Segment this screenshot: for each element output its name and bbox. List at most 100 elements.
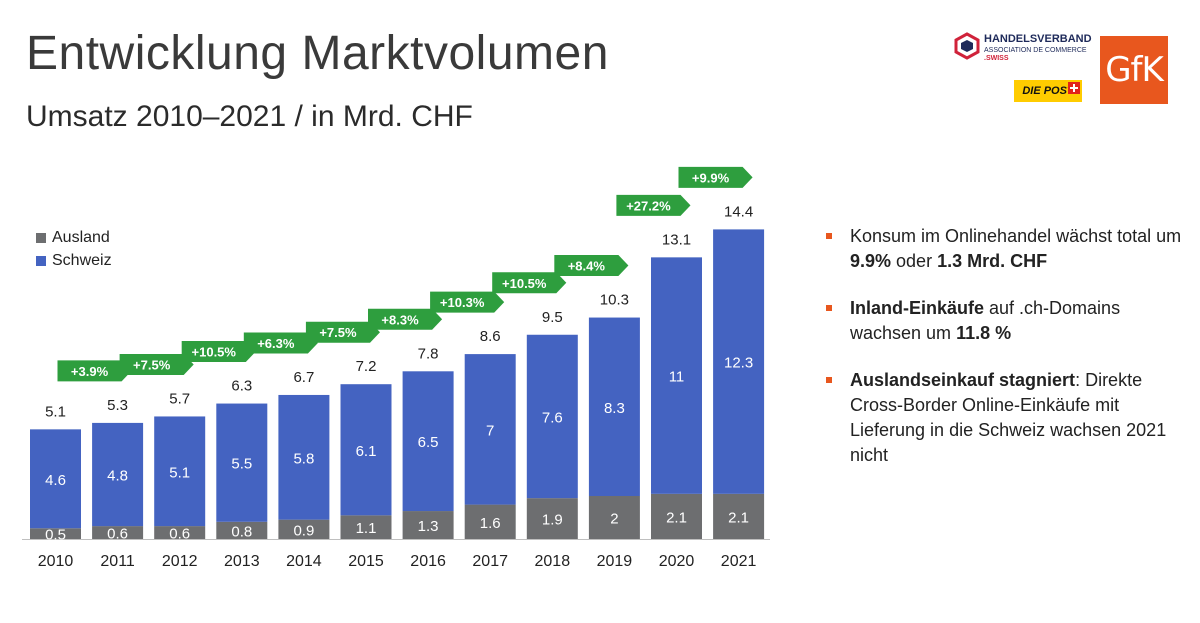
data-label-ausland: 1.1 (356, 520, 377, 537)
die-post-text: DIE POST (1022, 85, 1074, 97)
bar-ausland (402, 511, 454, 539)
bar-ausland (651, 493, 702, 539)
bar-schweiz (402, 371, 454, 512)
data-label-total: 9.5 (542, 309, 563, 326)
growth-label: +9.9% (692, 170, 730, 185)
data-label-schweiz: 7.6 (542, 409, 563, 426)
x-tick-label: 2014 (286, 553, 322, 570)
bar-schweiz (713, 229, 765, 494)
data-label-total: 14.4 (724, 203, 753, 220)
growth-label: +10.5% (192, 345, 237, 360)
bar-schweiz (651, 257, 702, 494)
bar-schweiz (526, 334, 578, 499)
data-label-ausland: 2 (610, 511, 618, 528)
growth-badge (492, 272, 567, 294)
growth-label: +27.2% (626, 198, 671, 213)
growth-label: +8.3% (381, 312, 419, 327)
data-label-schweiz: 8.3 (604, 400, 625, 417)
data-label-total: 7.2 (356, 358, 377, 375)
bullet-item: Auslandseinkauf stagniert: Direkte Cross… (822, 368, 1182, 468)
bar-ausland (588, 496, 640, 539)
bar-schweiz (464, 354, 516, 505)
x-tick-label: 2010 (38, 553, 74, 570)
growth-badge (678, 166, 753, 188)
data-label-schweiz: 5.8 (293, 450, 314, 467)
x-tick-label: 2017 (472, 553, 508, 570)
gfk-logo: GfK (1100, 36, 1168, 104)
data-label-schweiz: 5.5 (231, 456, 252, 473)
growth-badge (616, 194, 691, 216)
x-tick-label: 2019 (597, 553, 633, 570)
bullet-bold: Inland-Einkäufe (850, 298, 985, 318)
page-subtitle: Umsatz 2010–2021 / in Mrd. CHF (26, 100, 473, 133)
data-label-schweiz: 6.1 (356, 443, 377, 460)
bullet-text: oder (891, 251, 938, 271)
bullet-bold: 1.3 Mrd. CHF (937, 251, 1048, 271)
legend-label-schweiz: Schweiz (52, 251, 112, 269)
data-label-ausland: 2.1 (728, 509, 749, 526)
gfk-text: GfK (1105, 50, 1164, 90)
bullet-marker-icon (826, 233, 832, 239)
growth-badge (243, 332, 318, 354)
growth-label: +7.5% (319, 325, 357, 340)
die-post-logo: DIE POST (1014, 80, 1082, 102)
bullet-text: auf .ch-Domains wachsen um (850, 298, 1121, 343)
x-tick-label: 2011 (100, 553, 135, 570)
bullet-bold: Auslandseinkauf stagniert (850, 370, 1076, 390)
growth-label: +10.3% (440, 295, 485, 310)
bullet-marker-icon (826, 305, 832, 311)
bullet-item: Inland-Einkäufe auf .ch-Domains wachsen … (822, 296, 1182, 346)
data-label-ausland: 1.3 (418, 518, 439, 535)
bar-schweiz (588, 317, 640, 496)
x-tick-label: 2013 (224, 553, 260, 570)
bar-ausland (526, 498, 578, 539)
data-label-ausland: 0.6 (169, 526, 190, 543)
data-label-ausland: 0.8 (231, 523, 252, 540)
hexagon-icon (954, 32, 980, 60)
bullet-bold: 11.8 % (956, 323, 1012, 343)
data-label-schweiz: 12.3 (724, 355, 753, 372)
bar-schweiz (340, 384, 392, 516)
bar-ausland (30, 528, 81, 539)
growth-label: +8.4% (568, 259, 606, 274)
data-label-ausland: 0.6 (107, 526, 128, 543)
data-label-ausland: 1.6 (480, 515, 501, 532)
data-label-ausland: 2.1 (666, 509, 687, 526)
bar-schweiz (154, 416, 206, 527)
swiss-cross-icon (1068, 82, 1080, 94)
legend-swatch-ausland (36, 232, 46, 243)
data-label-ausland: 0.5 (45, 527, 66, 544)
data-label-schweiz: 11 (669, 369, 685, 386)
bullet-bold: 9.9% (850, 251, 892, 271)
data-label-total: 7.8 (418, 345, 439, 362)
stacked-bar-chart: 0.5 4.6 5.1 2010 0.6 4.8 5.3 2011 0.6 5.1 5.7 2012 0… (22, 166, 770, 570)
growth-label: +3.9% (71, 364, 109, 379)
handelsverband-swiss: .SWISS (984, 55, 1009, 62)
data-label-total: 6.7 (293, 369, 314, 386)
bar-schweiz (30, 429, 81, 529)
chart-legend: Ausland Schweiz (36, 226, 112, 272)
data-label-ausland: 0.9 (293, 522, 314, 539)
data-label-schweiz: 6.5 (418, 434, 439, 451)
bullet-text: Konsum im Onlinehandel wächst total um (850, 226, 1182, 246)
growth-badge (305, 321, 380, 343)
x-tick-label: 2015 (348, 553, 384, 570)
bar-schweiz (216, 403, 268, 522)
bar-ausland (713, 493, 765, 539)
x-tick-label: 2012 (162, 553, 198, 570)
growth-badge (554, 255, 629, 277)
bar-ausland (340, 515, 392, 539)
data-label-total: 5.3 (107, 397, 128, 414)
bar-ausland (464, 504, 516, 539)
legend-label-ausland: Ausland (52, 228, 110, 246)
data-label-schweiz: 7 (486, 422, 494, 439)
growth-label: +10.5% (502, 276, 547, 291)
bullet-text: : Direkte Cross-Border Online-Einkäufe m… (850, 370, 1167, 465)
data-label-schweiz: 4.6 (45, 472, 66, 489)
bar-ausland (278, 519, 330, 539)
key-findings-list: Konsum im Onlinehandel wächst total um 9… (822, 224, 1182, 490)
data-label-total: 8.6 (480, 328, 501, 345)
bullet-marker-icon (826, 377, 832, 383)
legend-swatch-schweiz (36, 255, 46, 266)
growth-badge (57, 360, 132, 382)
